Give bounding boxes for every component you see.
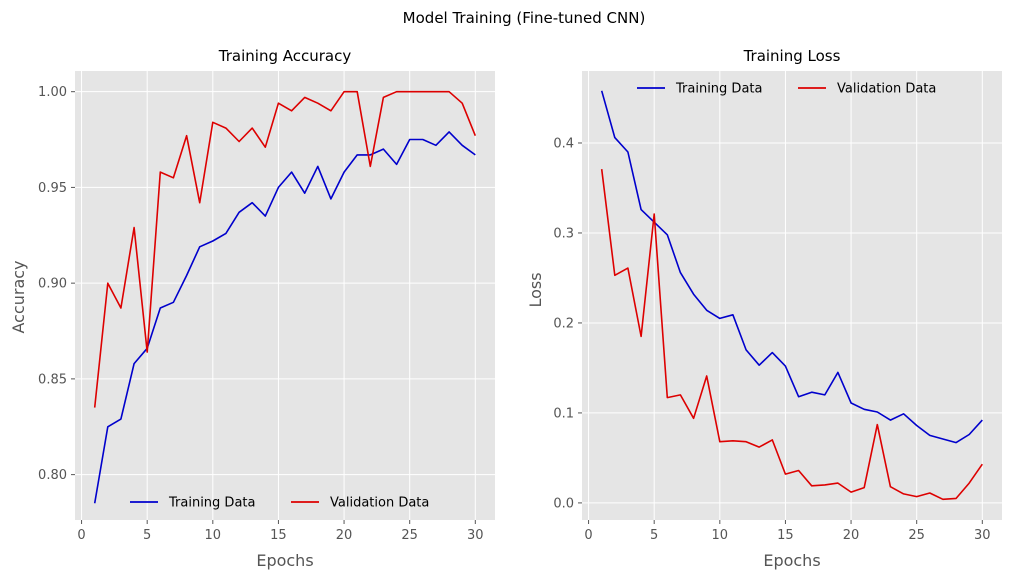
accuracy-y-tick-label: 0.95 xyxy=(38,181,67,196)
accuracy-y-tick-label: 0.85 xyxy=(38,372,67,387)
loss-plot-background xyxy=(582,71,1002,520)
accuracy-plot-area: 0 5 10 15 20 25 30 0.80 0.85 0.90 0.95 1.00 xyxy=(38,71,495,543)
accuracy-legend-training-label: Training Data xyxy=(168,496,255,511)
accuracy-y-tick-label: 0.80 xyxy=(38,468,67,483)
accuracy-x-tick-label: 30 xyxy=(467,528,484,543)
accuracy-y-axis-label: Accuracy xyxy=(9,260,28,333)
loss-y-tick-label: 0.0 xyxy=(553,496,574,511)
loss-x-tick-label: 25 xyxy=(908,528,925,543)
accuracy-x-tick-label: 5 xyxy=(143,528,151,543)
accuracy-y-tick-label: 0.90 xyxy=(38,277,67,292)
loss-y-tick-label: 0.3 xyxy=(553,226,574,241)
loss-x-axis-label: Epochs xyxy=(763,551,820,570)
loss-x-tick-label: 15 xyxy=(777,528,794,543)
loss-y-tick-label: 0.1 xyxy=(553,406,574,421)
loss-y-tick-label: 0.2 xyxy=(553,316,574,331)
loss-x-tick-label: 5 xyxy=(650,528,658,543)
accuracy-panel-title: Training Accuracy xyxy=(218,47,352,65)
loss-y-axis-label: Loss xyxy=(526,272,545,307)
loss-validation-line xyxy=(600,169,983,501)
accuracy-legend-validation-label: Validation Data xyxy=(330,496,429,511)
accuracy-x-tick-label: 0 xyxy=(77,528,85,543)
accuracy-panel: 0 5 10 15 20 25 30 0.80 0.85 0.90 0.95 1.00 Trainin… xyxy=(9,47,495,570)
accuracy-x-tick-label: 25 xyxy=(401,528,418,543)
accuracy-plot-background xyxy=(75,71,495,520)
loss-legend: Training Data Validation Data xyxy=(637,82,936,97)
accuracy-validation-line xyxy=(93,90,477,408)
loss-x-tick-label: 20 xyxy=(843,528,860,543)
accuracy-x-tick-label: 20 xyxy=(336,528,353,543)
loss-y-tick-label: 0.4 xyxy=(553,136,574,151)
loss-legend-validation-label: Validation Data xyxy=(837,82,936,97)
accuracy-legend: Training Data Validation Data xyxy=(130,496,429,511)
loss-legend-training-label: Training Data xyxy=(675,82,762,97)
accuracy-y-tick-label: 1.00 xyxy=(38,85,67,100)
accuracy-x-tick-label: 15 xyxy=(270,528,287,543)
loss-panel: 0 5 10 15 20 25 30 0.0 0.1 0.2 0.3 0.4 Training Los… xyxy=(526,47,1002,570)
loss-x-tick-label: 30 xyxy=(974,528,991,543)
accuracy-training-line xyxy=(93,131,476,504)
loss-training-line xyxy=(600,90,983,444)
accuracy-x-tick-label: 10 xyxy=(205,528,222,543)
loss-panel-title: Training Loss xyxy=(743,47,841,65)
accuracy-x-axis-label: Epochs xyxy=(256,551,313,570)
figure-suptitle: Model Training (Fine-tuned CNN) xyxy=(403,9,646,27)
loss-x-tick-label: 0 xyxy=(584,528,592,543)
loss-plot-area: 0 5 10 15 20 25 30 0.0 0.1 0.2 0.3 0.4 xyxy=(553,71,1002,543)
loss-x-tick-label: 10 xyxy=(712,528,729,543)
